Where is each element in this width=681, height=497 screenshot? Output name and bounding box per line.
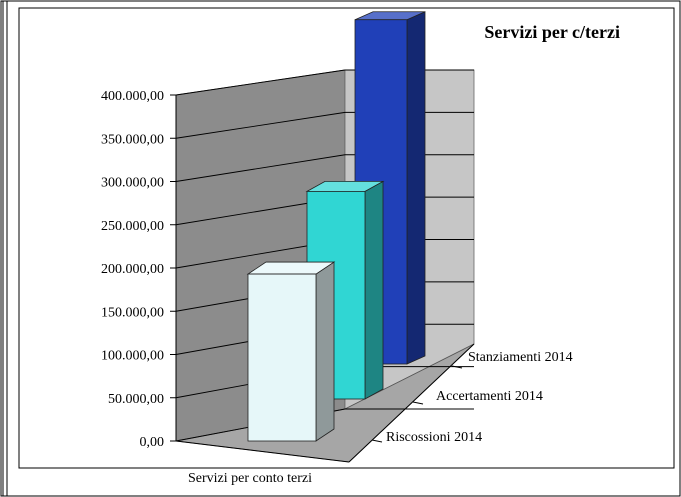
- y-tick-label: 200.000,00: [101, 262, 164, 277]
- depth-axis-line: [348, 343, 475, 463]
- series-label: Riscossioni 2014: [386, 430, 482, 445]
- depth-tick: [451, 365, 463, 369]
- category-label: Servizi per conto terzi: [188, 471, 312, 486]
- y-tick-label: 150.000,00: [101, 305, 164, 320]
- y-tick-label: 400.000,00: [101, 89, 164, 104]
- gridline-left: [175, 154, 346, 182]
- gridline-left: [175, 69, 346, 96]
- y-tick-label: 0,00: [140, 435, 165, 450]
- y-tick-label: 50.000,00: [108, 392, 164, 407]
- gridline-left: [175, 111, 346, 139]
- chart-title: Servizi per c/terzi: [484, 22, 620, 42]
- y-axis: 0,00 50.000,00 100.000,00 150.000,00 200.000…: [101, 89, 176, 450]
- depth-tick: [371, 439, 383, 443]
- depth-tick: [412, 401, 424, 405]
- bars: [246, 11, 426, 442]
- y-tick-label: 300.000,00: [101, 176, 164, 191]
- series-label: Stanziamenti 2014: [468, 350, 573, 365]
- bar-side: [364, 180, 384, 400]
- series-label: Accertamenti 2014: [436, 389, 543, 404]
- bar-side: [406, 11, 426, 365]
- bar-side: [315, 261, 335, 442]
- y-tick-label: 350.000,00: [101, 132, 164, 147]
- y-tick-label: 250.000,00: [101, 219, 164, 234]
- bar-0: [246, 261, 336, 442]
- x-axis-line: [175, 440, 350, 463]
- bar-front: [247, 273, 317, 442]
- depth-axis-labels: Riscossioni 2014 Accertamenti 2014 Stanzia…: [371, 350, 573, 445]
- y-tick-label: 100.000,00: [101, 349, 164, 364]
